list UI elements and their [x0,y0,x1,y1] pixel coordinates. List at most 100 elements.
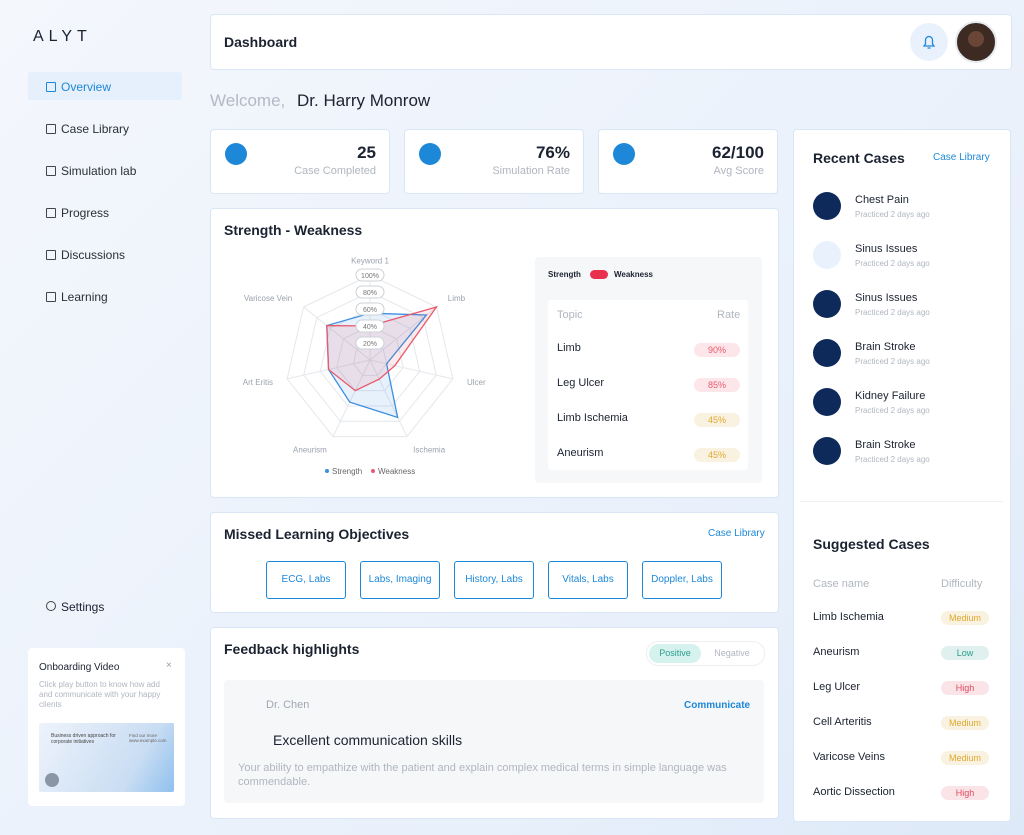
page-title: Dashboard [224,34,298,50]
case-time: Practiced 2 days ago [855,406,930,415]
tick-pill [355,319,385,333]
objective-chip[interactable]: History, Labs [454,561,534,599]
axis-label: Aneurism [293,446,327,455]
section-title: Feedback highlights [224,641,360,657]
bell-button[interactable] [910,23,948,61]
rate-badge: 45% [694,448,740,462]
nav-item[interactable]: Settings [61,600,105,614]
case-time: Practiced 2 days ago [855,210,930,219]
quote: Excellent communication skills [273,732,463,748]
rate-badge: 90% [694,343,740,357]
case-name[interactable]: Brain Stroke [855,341,916,353]
welcome-greeting: Welcome, [210,91,286,110]
grid-ring [352,342,388,376]
tick-pill [355,336,385,350]
grid-spoke [303,306,371,361]
objective-chip[interactable]: ECG, Labs [266,561,346,599]
axis-label: Art Eritis [243,378,273,387]
axis-label: Limb [448,294,466,303]
stat-label: Case Completed [294,165,376,177]
play-button[interactable] [45,773,59,787]
case-name[interactable]: Limb Ischemia [813,611,884,623]
case-name[interactable]: Varicose Veins [813,751,885,763]
difficulty-badge: Medium [941,611,989,625]
nav-item[interactable]: Discussions [61,248,126,262]
case-library-link[interactable]: Case Library [933,152,990,163]
case-icon [813,241,841,269]
tick-label: 100% [361,273,379,280]
nav-icon [46,166,56,176]
case-name[interactable]: Leg Ulcer [813,681,861,693]
legend-dot [371,469,375,473]
objective-chip[interactable]: Doppler, Labs [642,561,722,599]
grid-spoke [369,359,408,437]
rate-table [548,300,748,470]
grid-spoke [332,359,371,437]
missed-card [210,512,779,613]
toggle-switch[interactable] [590,270,608,279]
case-name[interactable]: Brain Stroke [855,439,916,451]
topic: Leg Ulcer [557,377,605,389]
rate-badge: 85% [694,378,740,392]
stat-icon [419,143,441,165]
table-header: Topic [557,309,583,321]
case-name[interactable]: Aortic Dissection [813,786,895,798]
objective-chip[interactable]: Vitals, Labs [548,561,628,599]
case-name[interactable]: Sinus Issues [855,243,918,255]
tab-active[interactable]: Positive [649,644,701,663]
toggle-label: Strength [548,270,581,279]
section-title: Missed Learning Objectives [224,526,410,542]
case-library-link[interactable]: Case Library [708,528,765,539]
rate-badge: 45% [694,413,740,427]
onboarding-card: Onboarding Video × Click play button to kn… [28,648,185,806]
stat-label: Avg Score [713,165,764,177]
tick-pill [355,268,385,282]
nav-item[interactable]: Learning [61,290,108,304]
stat-value: 76% [535,143,570,162]
section-title: Recent Cases [813,150,905,166]
topic: Limb [557,342,581,354]
case-name[interactable]: Cell Arteritis [813,716,872,728]
nav-icon [46,124,56,134]
welcome-name: Dr. Harry Monrow [297,91,431,110]
case-time: Practiced 2 days ago [855,308,930,317]
communicate-link[interactable]: Communicate [684,700,751,711]
video-caption: Business driven approach for corporate i… [51,733,116,745]
video-thumbnail[interactable]: Business driven approach for corporate i… [39,723,174,792]
tick-label: 80% [363,290,377,297]
grid-ring [286,274,454,438]
stat-value: 25 [357,143,376,162]
legend-label: Weakness [378,467,415,476]
tab[interactable]: Negative [714,648,750,658]
onboarding-title: Onboarding Video [39,662,120,673]
header-bar [210,14,1012,70]
divider [800,501,1003,502]
feedback-panel [224,680,764,803]
nav-item[interactable]: Case Library [61,122,130,136]
case-name[interactable]: Kidney Failure [855,390,926,402]
nav-icon [46,82,56,92]
nav-item[interactable]: Simulation lab [61,164,137,178]
case-icon [813,192,841,220]
section-title: Strength - Weakness [224,222,363,238]
tick-label: 60% [363,307,377,314]
nav-item[interactable]: Progress [61,206,110,220]
grid-ring [319,308,421,407]
topic: Limb Ischemia [557,412,628,424]
tick-label: 20% [363,341,377,348]
axis-label: Ulcer [467,378,486,387]
case-name[interactable]: Sinus Issues [855,292,918,304]
nav-item[interactable]: Overview [61,80,112,94]
video-link: Find our more www.example.com [129,733,167,743]
case-icon [813,388,841,416]
grid-ring [303,291,437,422]
topic: Aneurism [557,447,604,459]
close-button[interactable]: × [166,660,172,671]
case-time: Practiced 2 days ago [855,357,930,366]
nav-icon [46,601,56,611]
objective-chip[interactable]: Labs, Imaging [360,561,440,599]
case-name[interactable]: Aneurism [813,646,860,658]
toggle-label: Weakness [614,270,653,279]
case-name[interactable]: Chest Pain [855,194,909,206]
grid-ring [336,325,404,392]
